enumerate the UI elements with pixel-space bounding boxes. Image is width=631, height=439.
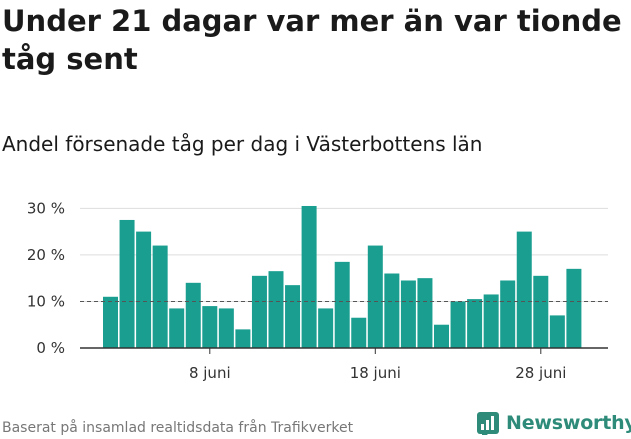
bar[interactable]: [169, 308, 185, 348]
bar[interactable]: [384, 273, 400, 349]
bar[interactable]: [467, 299, 483, 348]
x-tick-label: 8 juni: [189, 364, 231, 382]
y-tick-label: 10 %: [27, 292, 65, 310]
bar[interactable]: [367, 245, 383, 348]
bar[interactable]: [450, 301, 466, 348]
bar[interactable]: [218, 308, 234, 348]
bar[interactable]: [351, 317, 367, 348]
bar[interactable]: [516, 231, 532, 348]
bar[interactable]: [434, 324, 449, 348]
bar[interactable]: [301, 205, 317, 348]
bar[interactable]: [318, 308, 334, 348]
bar[interactable]: [549, 315, 565, 348]
bar[interactable]: [268, 271, 284, 348]
source-note: Baserat på insamlad realtidsdata från Tr…: [2, 420, 354, 436]
bar[interactable]: [152, 245, 168, 348]
chart-subtitle: Andel försenade tåg per dag i Västerbott…: [2, 132, 483, 156]
bar[interactable]: [251, 275, 267, 348]
y-tick-label: 0 %: [36, 339, 65, 357]
newsworthy-logo-text: Newsworthy: [506, 412, 631, 434]
bar[interactable]: [202, 306, 218, 348]
x-tick-label: 28 juni: [515, 364, 566, 382]
newsworthy-logo[interactable]: Newsworthy: [476, 410, 631, 436]
chart-title: Under 21 dagar var mer än var tionde tåg…: [2, 4, 622, 76]
bar[interactable]: [235, 329, 251, 348]
bars: [103, 205, 582, 349]
bar[interactable]: [533, 275, 549, 348]
bar[interactable]: [500, 280, 516, 348]
y-tick-label: 30 %: [27, 199, 65, 217]
bar[interactable]: [136, 231, 152, 348]
axes: 0 % 10 % 20 % 30 % 8 juni 18 juni 28 juni: [27, 199, 608, 382]
bar[interactable]: [334, 261, 350, 348]
newsworthy-logo-icon: [477, 412, 499, 435]
bar[interactable]: [103, 296, 118, 348]
bar[interactable]: [185, 282, 201, 348]
bar[interactable]: [483, 294, 499, 348]
y-tick-label: 20 %: [27, 246, 65, 264]
x-tick-label: 18 juni: [350, 364, 401, 382]
bar[interactable]: [285, 285, 301, 348]
bar[interactable]: [566, 268, 582, 348]
bar[interactable]: [417, 278, 433, 348]
bar[interactable]: [119, 219, 135, 348]
bar[interactable]: [400, 280, 416, 348]
